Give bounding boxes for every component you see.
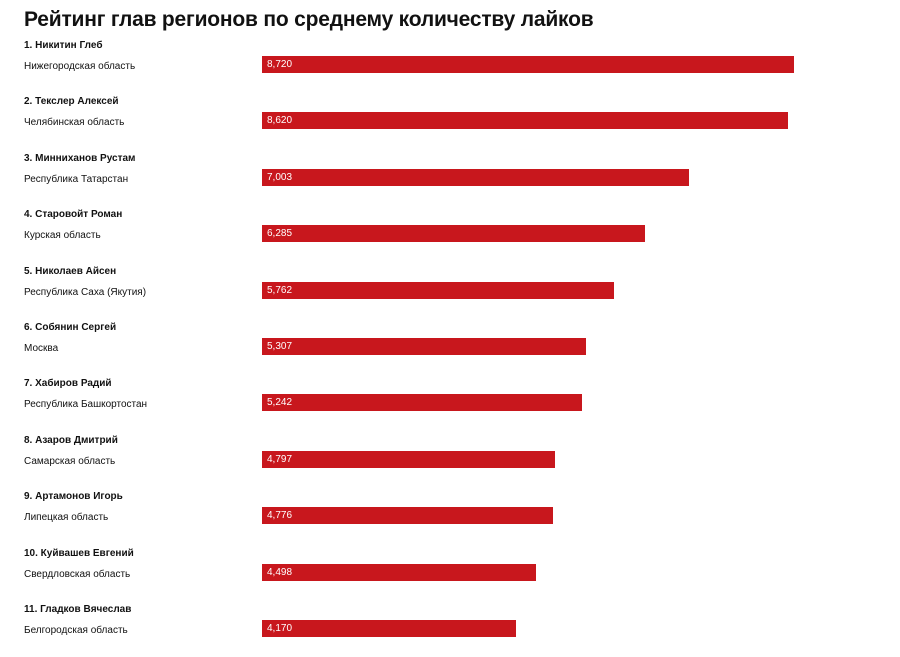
category-label: 11. Гладков Вячеслав bbox=[24, 604, 132, 615]
category-label: 1. Никитин Глеб bbox=[24, 40, 103, 51]
data-label: 5,242 bbox=[267, 397, 293, 409]
bar: 8,720 bbox=[262, 56, 794, 73]
data-label: 4,498 bbox=[267, 566, 293, 578]
data-label: 7,003 bbox=[267, 171, 293, 183]
category-label: 2. Текслер Алексей bbox=[24, 96, 119, 108]
category-label: 5. Николаев Айсен bbox=[24, 265, 117, 277]
region-label: Республика Саха (Якутия) bbox=[24, 286, 147, 298]
category-label: 6. Собянин Сергей bbox=[24, 322, 117, 333]
region-label: Москва bbox=[24, 343, 59, 354]
category-label: 7. Хабиров Радий bbox=[24, 378, 112, 390]
chart-row: 9. Артамонов Игорь Липецкая область 4,776 bbox=[0, 491, 900, 543]
bar: 6,285 bbox=[262, 225, 645, 243]
bar: 5,762 bbox=[262, 281, 614, 299]
chart-row: 2. Текслер Алексей Челябинская область 8,6… bbox=[0, 96, 900, 148]
region-label: Липецкая область bbox=[24, 512, 109, 524]
region-label: Самарская область bbox=[24, 455, 116, 467]
category-label: 9. Артамонов Игорь bbox=[24, 491, 123, 503]
chart-row: 10. Куйвашев Евгений Свердловская область… bbox=[0, 548, 900, 600]
bar: 5,242 bbox=[262, 394, 582, 412]
region-label: Белгородская область bbox=[24, 625, 128, 636]
bar: 5,307 bbox=[262, 338, 586, 355]
chart-row: 5. Николаев Айсен Республика Саха (Якутия… bbox=[0, 266, 900, 318]
chart-row: 3. Минниханов Рустам Республика Татарстан… bbox=[0, 153, 900, 205]
data-label: 5,307 bbox=[267, 341, 293, 352]
region-label: Республика Татарстан bbox=[24, 173, 129, 185]
bar: 4,170 bbox=[262, 620, 516, 637]
data-label: 5,762 bbox=[267, 284, 293, 296]
chart-row: 11. Гладков Вячеслав Белгородская область… bbox=[0, 604, 900, 656]
region-label: Республика Башкортостан bbox=[24, 399, 148, 411]
data-label: 4,797 bbox=[267, 453, 293, 465]
category-label: 10. Куйвашев Евгений bbox=[24, 547, 134, 559]
chart-title: Рейтинг глав регионов по среднему количе… bbox=[24, 8, 594, 31]
region-label: Курская область bbox=[24, 230, 101, 242]
bar: 4,776 bbox=[262, 507, 553, 525]
chart-row: 8. Азаров Дмитрий Самарская область 4,797 bbox=[0, 435, 900, 487]
bar: 4,498 bbox=[262, 563, 536, 581]
data-label: 8,620 bbox=[267, 115, 293, 127]
data-label: 4,776 bbox=[267, 510, 293, 522]
data-label: 6,285 bbox=[267, 228, 293, 240]
region-label: Челябинская область bbox=[24, 117, 125, 129]
data-label: 4,170 bbox=[267, 623, 293, 634]
bar: 4,797 bbox=[262, 450, 555, 468]
data-label: 8,720 bbox=[267, 59, 293, 70]
bar: 7,003 bbox=[262, 168, 689, 186]
chart-row: 4. Старовойт Роман Курская область 6,285 bbox=[0, 209, 900, 261]
region-label: Нижегородская область bbox=[24, 61, 136, 72]
category-label: 8. Азаров Дмитрий bbox=[24, 434, 118, 446]
category-label: 4. Старовойт Роман bbox=[24, 209, 123, 221]
chart-row: 6. Собянин Сергей Москва 5,307 bbox=[0, 322, 900, 374]
chart-row: 1. Никитин Глеб Нижегородская область 8,72… bbox=[0, 40, 900, 92]
category-label: 3. Минниханов Рустам bbox=[24, 152, 136, 164]
region-label: Свердловская область bbox=[24, 568, 131, 580]
chart-row: 7. Хабиров Радий Республика Башкортостан 5… bbox=[0, 378, 900, 430]
bar: 8,620 bbox=[262, 112, 788, 130]
